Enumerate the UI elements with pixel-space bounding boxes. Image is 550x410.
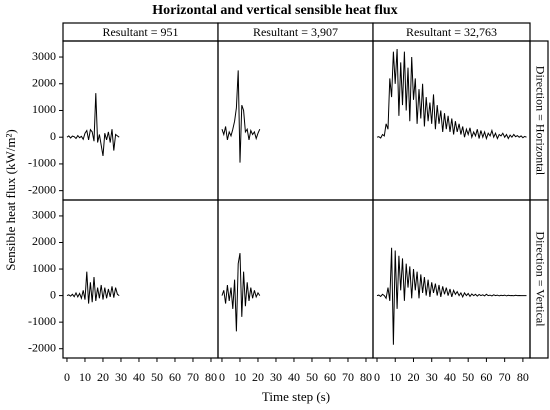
x-tick-label: 50 (462, 370, 474, 384)
y-tick-label: -2000 (28, 182, 56, 196)
y-tick-label: 3000 (32, 208, 56, 222)
x-tick-label: 40 (444, 370, 456, 384)
x-tick-label: 30 (426, 370, 438, 384)
x-tick-label: 20 (252, 370, 264, 384)
x-tick-label: 70 (342, 370, 354, 384)
data-line (66, 93, 120, 156)
x-tick-label: 50 (306, 370, 318, 384)
y-tick-label: 2000 (32, 234, 56, 248)
x-tick-label: 40 (288, 370, 300, 384)
x-tick-label: 80 (205, 370, 217, 384)
y-tick-label: -1000 (28, 156, 56, 170)
x-tick-label: 60 (324, 370, 336, 384)
data-line (221, 70, 261, 163)
data-line (221, 253, 261, 332)
data-line (376, 247, 527, 345)
x-tick-label: 10 (389, 370, 401, 384)
y-tick-label: 2000 (32, 76, 56, 90)
data-line (66, 271, 120, 304)
x-tick-label: 60 (480, 370, 492, 384)
x-tick-label: 80 (517, 370, 529, 384)
x-axis-label: Time step (s) (262, 389, 330, 404)
x-tick-label: 30 (115, 370, 127, 384)
x-tick-label: 30 (270, 370, 282, 384)
y-tick-label: 0 (50, 287, 56, 301)
x-tick-label: 0 (374, 370, 380, 384)
x-tick-label: 10 (234, 370, 246, 384)
y-tick-label: 1000 (32, 261, 56, 275)
x-tick-label: 20 (97, 370, 109, 384)
x-tick-label: 60 (169, 370, 181, 384)
row-label: Direction = Vertical (533, 231, 547, 327)
y-tick-label: -2000 (28, 340, 56, 354)
x-tick-label: 80 (360, 370, 372, 384)
y-tick-label: -1000 (28, 314, 56, 328)
y-tick-label: 3000 (32, 49, 56, 63)
panel-frame (62, 40, 219, 201)
panel-frame (217, 199, 374, 359)
y-axis-label: Sensible heat flux (kW/m²) (3, 129, 18, 270)
column-label: Resultant = 951 (102, 25, 178, 39)
data-line (376, 48, 527, 141)
x-tick-label: 10 (79, 370, 91, 384)
x-tick-label: 20 (407, 370, 419, 384)
panel-frame (372, 199, 531, 359)
column-label: Resultant = 32,763 (406, 25, 497, 39)
chart-title: Horizontal and vertical sensible heat fl… (152, 3, 397, 18)
x-tick-label: 70 (187, 370, 199, 384)
column-label: Resultant = 3,907 (253, 25, 338, 39)
x-tick-label: 0 (219, 370, 225, 384)
y-tick-label: 0 (50, 129, 56, 143)
y-tick-label: 1000 (32, 102, 56, 116)
x-tick-label: 40 (133, 370, 145, 384)
x-tick-label: 50 (151, 370, 163, 384)
x-tick-label: 0 (64, 370, 70, 384)
x-tick-label: 70 (499, 370, 511, 384)
row-label: Direction = Horizontal (533, 66, 547, 176)
